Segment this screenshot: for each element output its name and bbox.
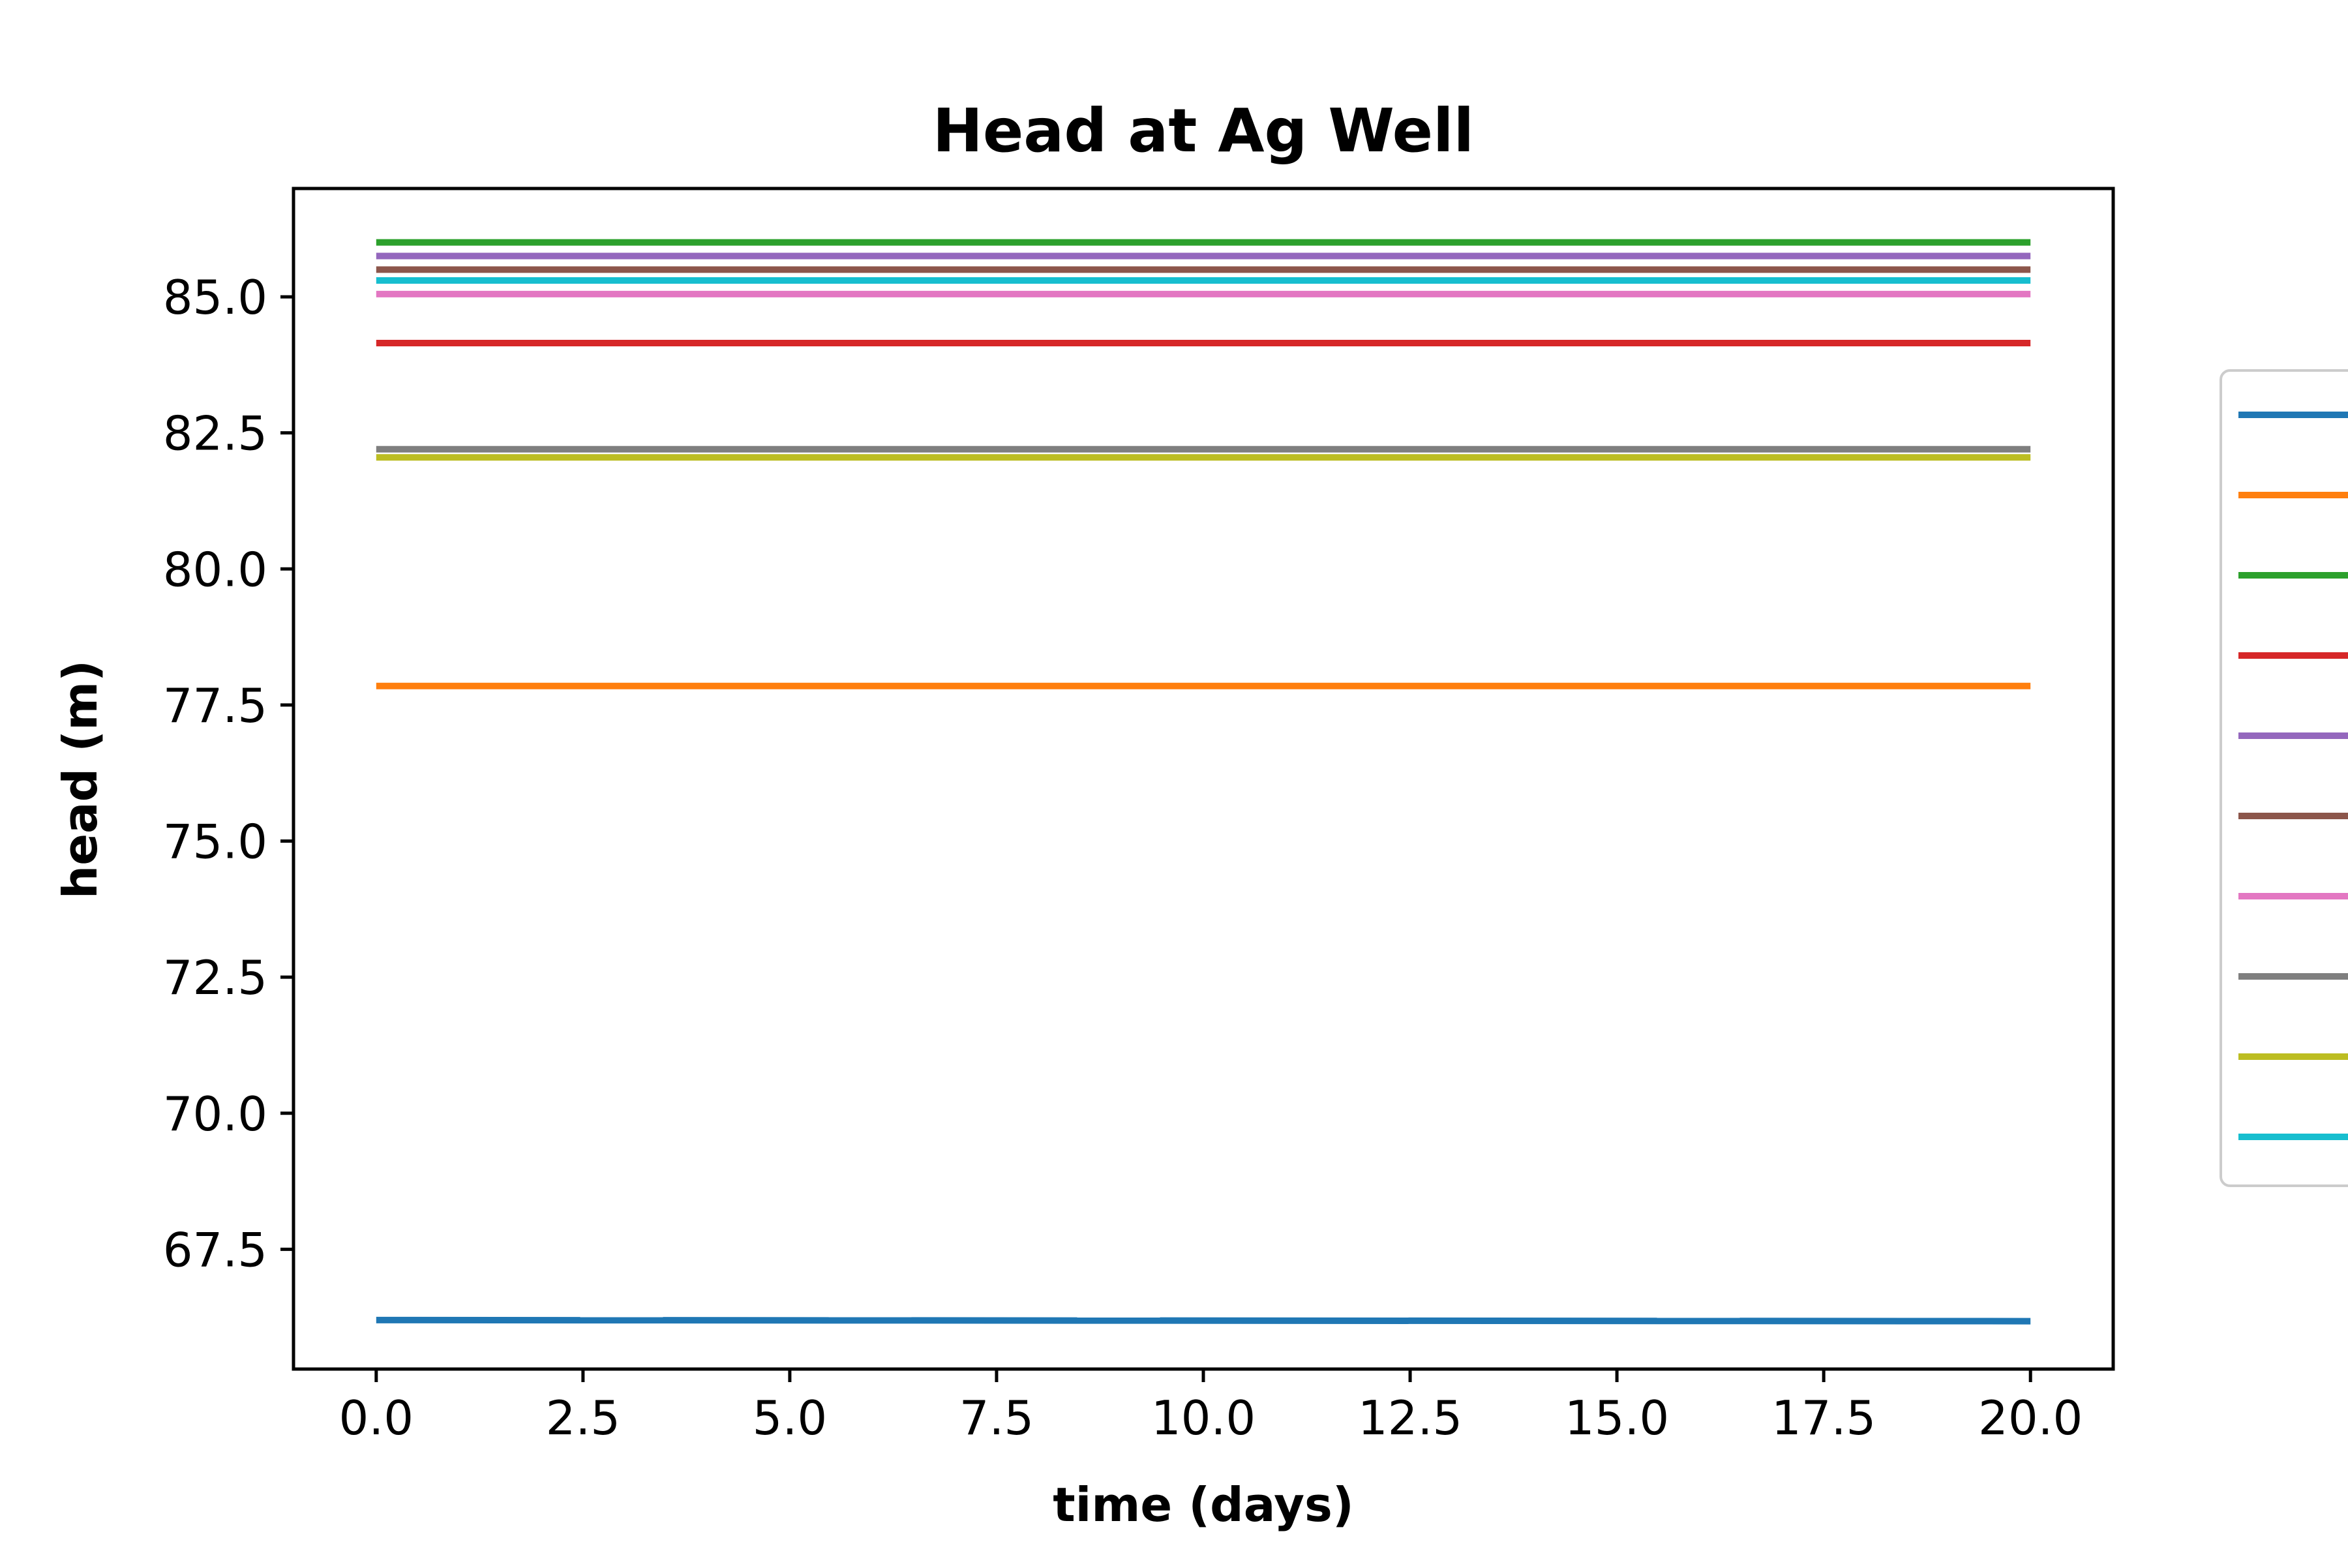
y-tick-label: 70.0 [163, 1087, 267, 1141]
y-tick-label: 85.0 [163, 270, 267, 325]
x-tick-label: 0.0 [339, 1391, 414, 1445]
x-tick-label: 10.0 [1151, 1391, 1256, 1445]
y-tick-label: 77.5 [163, 678, 267, 733]
x-tick-label: 12.5 [1358, 1391, 1462, 1445]
y-tick-label: 67.5 [163, 1222, 267, 1277]
chart-title: Head at Ag Well [933, 96, 1474, 166]
x-tick-label: 17.5 [1771, 1391, 1876, 1445]
x-tick-label: 5.0 [753, 1391, 828, 1445]
y-tick-label: 72.5 [163, 950, 267, 1005]
series-line-1 [376, 1316, 2031, 1325]
x-tick-label: 7.5 [959, 1391, 1034, 1445]
y-axis-ticks: 67.5 70.0 72.5 75.0 77.5 80.0 82.5 85.0 [163, 270, 294, 1277]
y-axis-title: head (m) [53, 660, 108, 899]
x-axis-title: time (days) [1053, 1477, 1354, 1532]
x-tick-label: 20.0 [1978, 1391, 2083, 1445]
y-tick-label: 80.0 [163, 542, 267, 597]
legend [2238, 412, 2348, 1140]
x-axis-ticks: 0.0 2.5 5.0 7.5 10.0 12.5 15.0 17.5 20.0 [339, 1369, 2083, 1445]
x-tick-label: 2.5 [546, 1391, 621, 1445]
y-tick-label: 75.0 [163, 815, 267, 869]
x-tick-label: 15.0 [1565, 1391, 1669, 1445]
series-lines [376, 239, 2031, 1325]
y-tick-label: 82.5 [163, 406, 267, 461]
